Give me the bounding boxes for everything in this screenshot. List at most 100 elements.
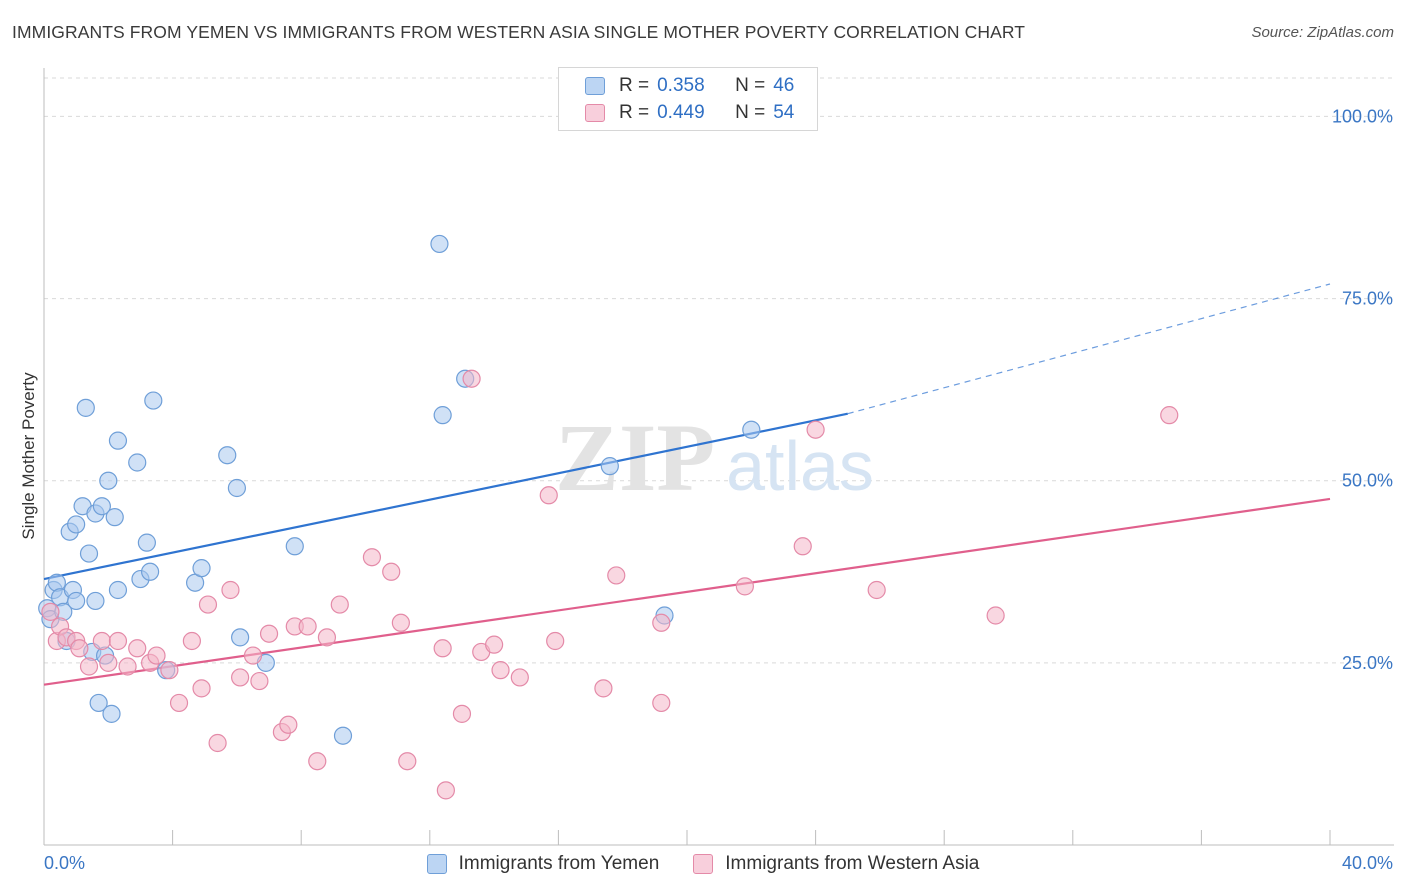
legend-n-label: N = <box>735 75 766 96</box>
point-western-asia <box>436 781 455 800</box>
point-yemen <box>600 457 619 476</box>
point-western-asia <box>128 639 147 658</box>
point-yemen <box>231 628 250 647</box>
legend-r-value: 0.449 <box>657 102 705 123</box>
point-yemen <box>99 471 118 490</box>
point-yemen <box>67 591 86 611</box>
legend-r-value: 0.358 <box>657 75 705 96</box>
legend-swatch-pink <box>585 104 605 122</box>
point-yemen <box>333 726 353 745</box>
legend-n-value: 54 <box>773 102 795 123</box>
point-western-asia <box>546 631 565 651</box>
point-western-asia <box>118 657 137 676</box>
legend-label-yemen: Immigrants from Yemen <box>458 853 660 874</box>
point-yemen <box>86 591 105 611</box>
legend-item-western-asia: Immigrants from Western Asia <box>693 853 979 875</box>
point-western-asia <box>539 486 558 505</box>
point-yemen <box>92 497 111 516</box>
point-western-asia <box>41 602 60 621</box>
point-yemen <box>742 420 761 439</box>
x-ticks <box>43 830 1331 845</box>
point-yemen <box>137 533 156 552</box>
point-yemen <box>227 478 246 498</box>
point-yemen <box>108 431 128 450</box>
legend-n-value: 46 <box>773 75 795 96</box>
point-western-asia <box>298 617 317 636</box>
point-western-asia <box>594 679 613 698</box>
data-points <box>38 234 1179 800</box>
point-western-asia <box>510 668 529 687</box>
point-western-asia <box>652 613 671 632</box>
point-western-asia <box>986 606 1005 625</box>
point-western-asia <box>867 580 886 600</box>
legend-row-yemen: R = 0.358 N = 46 <box>585 74 794 98</box>
y-tick-labels: 25.0% 50.0% 75.0% 100.0% <box>1332 106 1393 672</box>
legend-swatch-blue <box>426 854 447 874</box>
gridlines <box>44 77 1394 664</box>
trend-line-yemen <box>43 412 848 581</box>
point-western-asia <box>491 661 510 680</box>
point-western-asia <box>330 595 349 614</box>
point-western-asia <box>398 752 417 771</box>
legend-label-western-asia: Immigrants from Western Asia <box>725 853 980 874</box>
point-yemen <box>140 562 160 581</box>
y-tick-label: 75.0% <box>1342 289 1393 309</box>
point-western-asia <box>160 661 179 680</box>
point-western-asia <box>433 639 452 658</box>
point-western-asia <box>231 668 250 687</box>
point-yemen <box>144 391 163 410</box>
point-western-asia <box>362 548 382 567</box>
legend-row-western-asia: R = 0.449 N = 54 <box>585 101 794 125</box>
point-yemen <box>433 406 452 425</box>
point-western-asia <box>79 657 99 676</box>
point-western-asia <box>198 595 218 614</box>
point-yemen <box>285 537 304 556</box>
legend-box: R = 0.358 N = 46 R = 0.449 N = 54 <box>558 67 818 131</box>
point-yemen <box>79 544 99 563</box>
x-tick-label-max: 40.0% <box>1342 853 1393 873</box>
legend-r-label: R = <box>619 75 650 96</box>
point-western-asia <box>462 369 481 388</box>
point-yemen <box>89 693 108 713</box>
x-tick-labels: 0.0% 40.0% <box>44 853 1393 873</box>
point-western-asia <box>308 752 327 771</box>
point-western-asia <box>259 624 279 643</box>
point-western-asia <box>607 566 626 585</box>
legend-swatch-pink <box>693 854 714 874</box>
point-yemen <box>192 559 211 578</box>
point-western-asia <box>250 671 269 691</box>
watermark-atlas: atlas <box>726 427 874 505</box>
point-western-asia <box>108 631 128 651</box>
point-western-asia <box>92 631 111 651</box>
point-yemen <box>128 453 147 472</box>
legend-item-yemen: Immigrants from Yemen <box>426 853 660 875</box>
point-western-asia <box>735 577 754 596</box>
point-western-asia <box>317 628 337 647</box>
point-western-asia <box>99 653 118 672</box>
point-western-asia <box>485 635 504 654</box>
point-western-asia <box>391 613 410 632</box>
point-yemen <box>108 580 128 600</box>
y-tick-label: 50.0% <box>1342 471 1393 491</box>
legend-swatch-blue <box>585 77 605 95</box>
point-yemen <box>218 446 237 465</box>
point-western-asia <box>652 693 671 713</box>
point-western-asia <box>221 580 240 600</box>
y-tick-label: 100.0% <box>1332 106 1393 126</box>
point-western-asia <box>169 693 189 713</box>
point-yemen <box>102 704 121 723</box>
point-western-asia <box>793 537 812 556</box>
legend-n-label: N = <box>735 102 766 123</box>
point-western-asia <box>182 631 201 651</box>
point-western-asia <box>192 679 211 698</box>
chart-title: IMMIGRANTS FROM YEMEN VS IMMIGRANTS FROM… <box>12 22 1026 42</box>
legend-r-label: R = <box>619 102 650 123</box>
source-label: Source: ZipAtlas.com <box>1251 24 1394 41</box>
point-western-asia <box>1160 406 1179 425</box>
y-tick-label: 25.0% <box>1342 653 1393 673</box>
y-axis-label: Single Mother Poverty <box>19 372 38 540</box>
point-western-asia <box>382 562 401 581</box>
point-yemen <box>430 234 449 254</box>
point-yemen <box>76 398 95 417</box>
